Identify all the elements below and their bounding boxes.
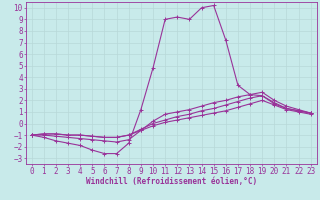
X-axis label: Windchill (Refroidissement éolien,°C): Windchill (Refroidissement éolien,°C) bbox=[86, 177, 257, 186]
